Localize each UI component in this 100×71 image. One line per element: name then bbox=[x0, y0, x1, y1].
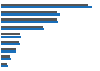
Bar bbox=[1, 63, 7, 65]
Bar bbox=[1, 11, 57, 13]
Bar bbox=[1, 18, 57, 21]
Bar bbox=[1, 33, 20, 36]
Bar bbox=[1, 4, 88, 6]
Bar bbox=[1, 26, 43, 28]
Bar bbox=[1, 28, 44, 30]
Bar bbox=[1, 6, 92, 8]
Bar bbox=[1, 21, 58, 23]
Bar bbox=[1, 48, 15, 50]
Bar bbox=[1, 65, 8, 67]
Bar bbox=[1, 36, 21, 38]
Bar bbox=[1, 55, 10, 58]
Bar bbox=[1, 43, 20, 45]
Bar bbox=[1, 41, 19, 43]
Bar bbox=[1, 58, 11, 60]
Bar bbox=[1, 13, 60, 16]
Bar bbox=[1, 50, 16, 53]
